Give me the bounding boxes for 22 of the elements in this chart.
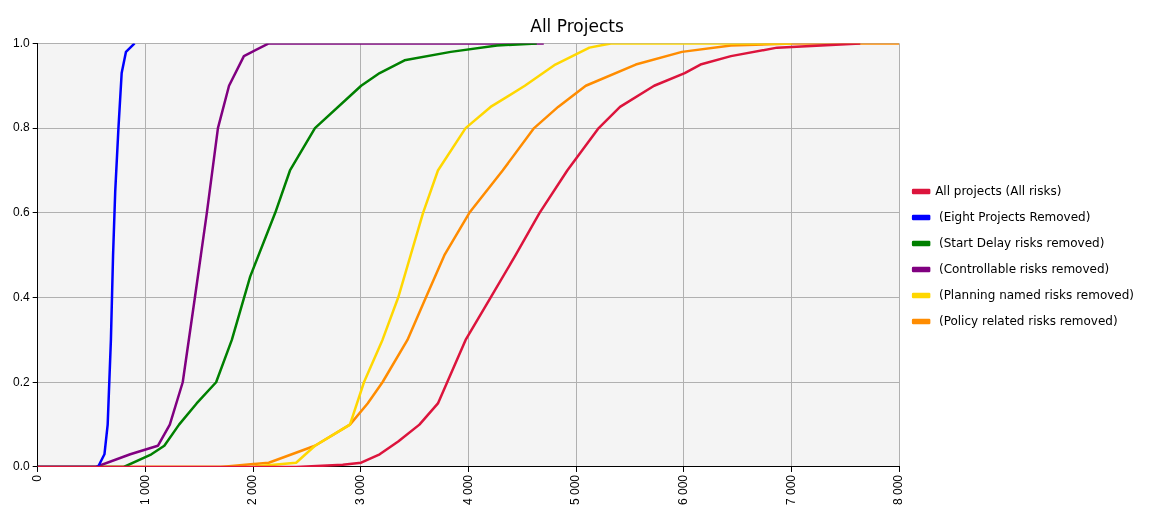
- x-tick-label: 0: [29, 474, 44, 482]
- y-tick-label: 0.8: [12, 120, 30, 135]
- x-tick-label: 8 000: [891, 474, 906, 505]
- legend-label: (Controllable risks removed): [935, 261, 1110, 276]
- x-tick-label: 4 000: [460, 474, 475, 505]
- chart-title: All Projects: [530, 15, 624, 36]
- legend-label: (Policy related risks removed): [935, 313, 1118, 328]
- x-tick-label: 7 000: [783, 474, 798, 505]
- y-tick-label: 0.4: [12, 289, 30, 304]
- legend-label: All projects (All risks): [935, 183, 1062, 198]
- x-tick-label: 3 000: [353, 474, 368, 505]
- y-tick-label: 0.6: [12, 205, 30, 220]
- x-tick-label: 5 000: [568, 474, 583, 505]
- x-tick-label: 6 000: [676, 474, 691, 505]
- legend-label: (Eight Projects Removed): [935, 209, 1091, 224]
- y-tick-label: 1.0: [12, 35, 30, 50]
- x-tick-label: 2 000: [245, 474, 260, 505]
- y-tick-label: 0.0: [12, 459, 30, 474]
- legend-label: (Start Delay risks removed): [935, 235, 1105, 250]
- legend-label: (Planning named risks removed): [935, 287, 1135, 302]
- x-tick-label: 1 000: [137, 474, 152, 505]
- y-tick-label: 0.2: [12, 374, 30, 389]
